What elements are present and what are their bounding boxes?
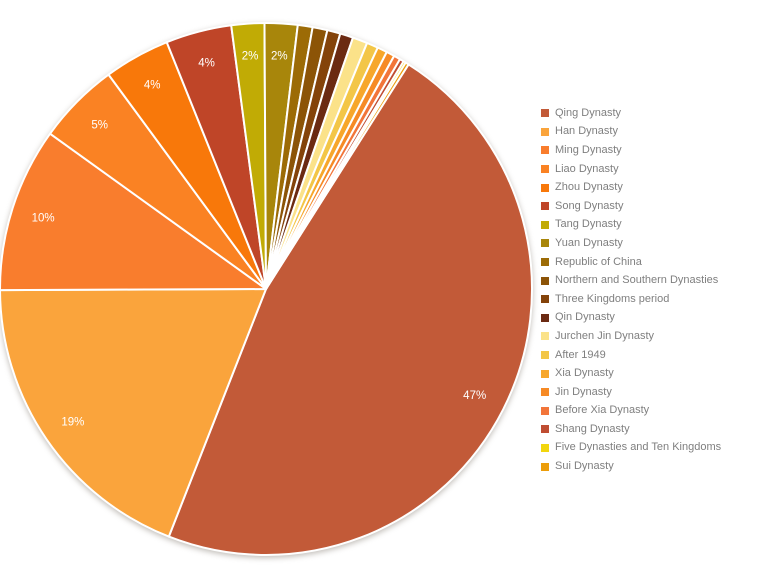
legend-swatch-icon: [541, 202, 549, 211]
legend-swatch-icon: [541, 276, 549, 285]
legend-label: Song Dynasty: [555, 199, 624, 212]
legend-item[interactable]: Yuan Dynasty: [541, 234, 721, 253]
legend-swatch-icon: [541, 351, 549, 360]
legend-label: Three Kingdoms period: [555, 292, 670, 305]
legend-swatch-icon: [541, 462, 549, 471]
legend-item[interactable]: Sui Dynasty: [541, 457, 721, 476]
slice-percent-label: 5%: [91, 119, 108, 131]
slice-percent-label: 4%: [144, 80, 161, 92]
legend-label: Ming Dynasty: [555, 143, 622, 156]
legend-label: Northern and Southern Dynasties: [555, 274, 719, 287]
legend-swatch-icon: [541, 165, 549, 174]
slice-percent-label: 4%: [198, 58, 215, 70]
legend-swatch-icon: [541, 109, 549, 118]
legend-item[interactable]: Five Dynasties and Ten Kingdoms: [541, 439, 721, 458]
legend-label: Jurchen Jin Dynasty: [555, 329, 655, 342]
pie-slice-group: [0, 21, 533, 556]
legend-swatch-icon: [541, 127, 549, 136]
legend-label: Jin Dynasty: [555, 385, 612, 398]
legend-label: Xia Dynasty: [555, 367, 614, 380]
legend-label: Qing Dynasty: [555, 106, 622, 119]
slice-percent-label: 2%: [271, 50, 288, 62]
legend-swatch-icon: [541, 406, 549, 415]
slice-percent-label: 47%: [463, 390, 486, 402]
legend-item[interactable]: Zhou Dynasty: [541, 178, 721, 197]
legend-swatch-icon: [541, 369, 549, 378]
legend-item[interactable]: Before Xia Dynasty: [541, 402, 721, 421]
legend-item[interactable]: Jurchen Jin Dynasty: [541, 327, 721, 346]
pie-slice[interactable]: [0, 288, 267, 538]
legend-label: Republic of China: [555, 255, 642, 268]
legend-item[interactable]: Ming Dynasty: [541, 141, 721, 160]
legend-label: Sui Dynasty: [555, 460, 614, 473]
legend-swatch-icon: [541, 332, 549, 341]
legend-swatch-icon: [541, 220, 549, 229]
legend-label: Yuan Dynasty: [555, 236, 623, 249]
legend-label: Qin Dynasty: [555, 311, 615, 324]
pie-slice[interactable]: [167, 63, 533, 556]
legend-swatch-icon: [541, 388, 549, 397]
legend-swatch-icon: [541, 443, 549, 452]
legend-item[interactable]: Jin Dynasty: [541, 383, 721, 402]
legend-item[interactable]: Tang Dynasty: [541, 216, 721, 235]
legend: Qing Dynasty Han Dynasty Ming Dynasty Liao …: [541, 104, 721, 476]
legend-label: Han Dynasty: [555, 125, 618, 138]
legend-item[interactable]: Han Dynasty: [541, 123, 721, 142]
legend-label: Before Xia Dynasty: [555, 404, 650, 417]
slice-percent-label: 19%: [61, 416, 84, 428]
legend-item[interactable]: Qing Dynasty: [541, 104, 721, 123]
legend-swatch-icon: [541, 425, 549, 434]
legend-swatch-icon: [541, 146, 549, 155]
legend-label: Shang Dynasty: [555, 422, 630, 435]
legend-label: After 1949: [555, 348, 606, 361]
legend-item[interactable]: Shang Dynasty: [541, 420, 721, 439]
pie-slice[interactable]: [0, 132, 267, 292]
legend-item[interactable]: After 1949: [541, 346, 721, 365]
legend-swatch-icon: [541, 295, 549, 304]
legend-item[interactable]: Three Kingdoms period: [541, 290, 721, 309]
slice-percent-label: 10%: [32, 213, 55, 225]
legend-item[interactable]: Qin Dynasty: [541, 309, 721, 328]
legend-swatch-icon: [541, 239, 549, 248]
legend-item[interactable]: Song Dynasty: [541, 197, 721, 216]
legend-item[interactable]: Northern and Southern Dynasties: [541, 271, 721, 290]
legend-item[interactable]: Republic of China: [541, 253, 721, 272]
legend-label: Tang Dynasty: [555, 218, 622, 231]
legend-item[interactable]: Liao Dynasty: [541, 160, 721, 179]
legend-swatch-icon: [541, 258, 549, 267]
pie-slice[interactable]: [265, 61, 410, 290]
legend-swatch-icon: [541, 183, 549, 192]
legend-label: Zhou Dynasty: [555, 181, 623, 194]
legend-label: Liao Dynasty: [555, 162, 619, 175]
legend-label: Five Dynasties and Ten Kingdoms: [555, 441, 722, 454]
slice-percent-label: 2%: [242, 51, 259, 63]
pie-label-group: 47% 19% 10% 5% 4% 4% 2% 2%: [32, 50, 487, 428]
legend-swatch-icon: [541, 313, 549, 322]
legend-item[interactable]: Xia Dynasty: [541, 364, 721, 383]
